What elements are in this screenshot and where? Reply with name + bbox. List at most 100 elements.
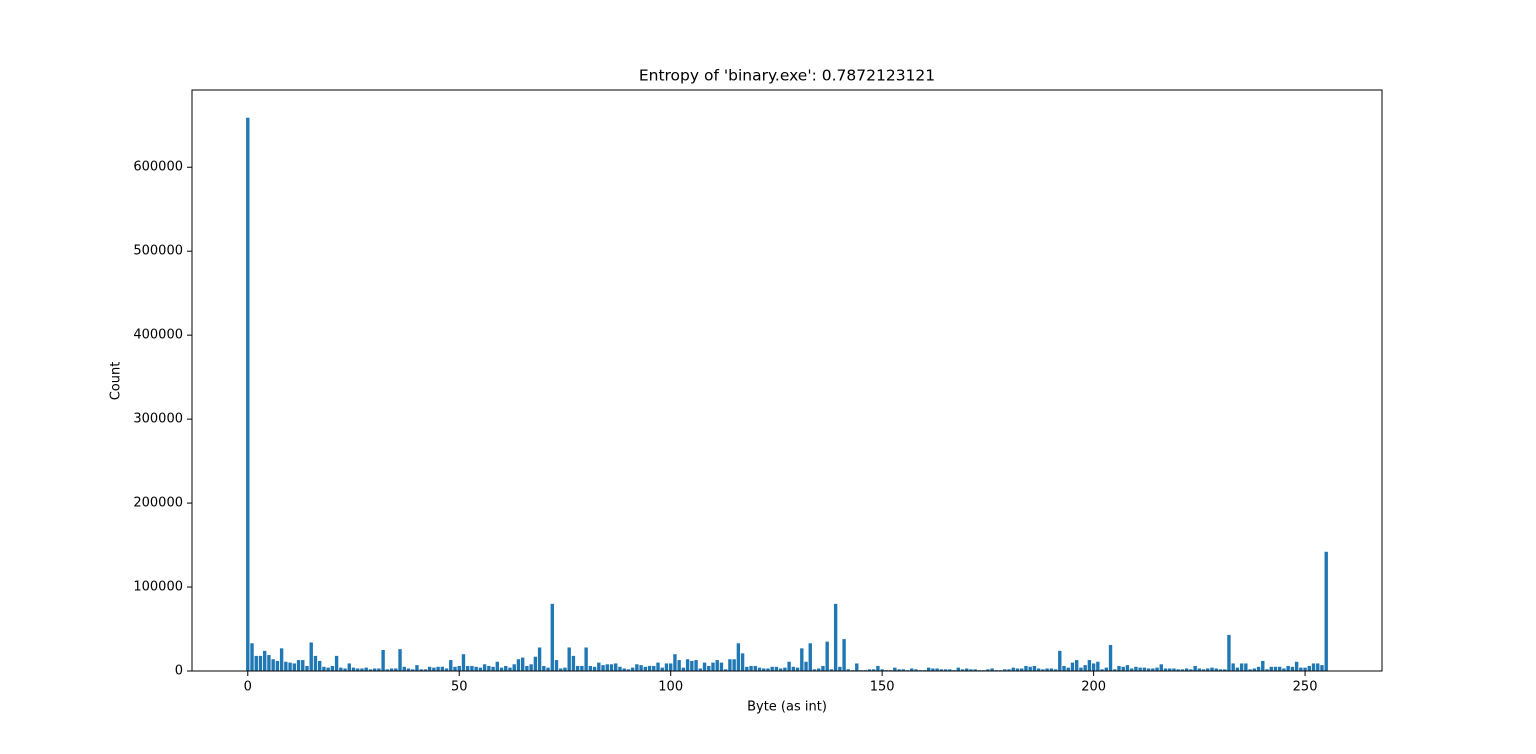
bar [1138,667,1142,671]
x-axis-label: Byte (as int) [747,700,827,715]
bar [656,662,660,671]
bar [275,660,280,671]
bar [258,655,263,671]
bar [855,663,859,671]
bar [301,660,305,671]
bar [415,665,419,671]
bar [783,667,787,671]
bar [474,666,478,671]
bar [791,666,796,671]
bar [457,665,461,671]
bar [296,660,301,671]
bar [702,662,707,671]
bar [821,665,825,671]
bar [639,665,643,671]
bar [1129,668,1134,671]
bar [402,666,406,671]
bar [427,666,432,671]
bar [525,665,529,671]
bar [804,661,808,671]
bar [423,669,428,671]
bar [317,660,322,671]
y-tick-label: 600000 [133,160,183,175]
bar [614,663,618,671]
bar [1032,665,1037,671]
bar [1024,665,1028,671]
bar [1239,663,1244,671]
bar [770,666,774,671]
bar [546,667,550,671]
bar [432,667,436,671]
x-tick-label: 200 [1081,680,1106,695]
bar [499,667,504,671]
bar [1172,668,1176,671]
bar [1066,667,1070,671]
bar [512,664,516,671]
bar [1303,667,1307,671]
bar [943,669,948,671]
bar [757,667,762,671]
bar [559,668,563,671]
bar [406,668,411,671]
bar [466,665,470,671]
bar [939,669,944,671]
bar [326,667,330,671]
bar [728,659,732,671]
bar [279,648,284,671]
bar [1278,666,1282,671]
bar [630,667,635,671]
bar [1176,669,1180,671]
bar [787,661,791,671]
bar [643,666,648,671]
bar [1007,669,1011,671]
bar [1113,669,1117,671]
bar [550,603,554,671]
bar [1104,667,1108,671]
bar [537,647,542,671]
bar [368,669,373,671]
y-axis-label: Count [109,362,124,401]
bar [495,661,499,671]
bar [1091,663,1096,671]
bar [508,667,512,671]
bar [1053,669,1058,671]
bar [364,667,368,671]
bar [1294,661,1299,671]
bar [1020,668,1024,671]
bar [1299,667,1303,671]
bar [563,667,567,671]
bar [1146,668,1151,671]
bar [360,668,364,671]
bar [965,668,969,671]
bar [246,117,250,671]
bar [664,663,669,671]
bar [990,668,994,671]
bar [1324,551,1328,671]
bar [622,668,626,671]
bar [715,660,719,671]
bar [1193,665,1197,671]
bar [808,643,812,671]
bar [1096,661,1100,671]
bar [385,669,390,671]
bar [817,668,821,671]
bar [829,669,834,671]
bar [800,648,804,671]
bar [1307,665,1311,671]
bar [347,663,351,671]
bar [719,662,724,671]
x-tick-label: 150 [870,680,895,695]
bar [690,660,694,671]
bar [309,642,313,671]
bar [516,659,521,671]
bar [398,649,402,671]
bar [673,654,677,671]
bar [584,647,588,671]
bar [647,665,652,671]
bar [575,665,580,671]
bar [973,669,977,671]
bar [271,659,275,671]
bar [669,663,673,671]
bar [753,665,757,671]
bar [956,667,960,671]
